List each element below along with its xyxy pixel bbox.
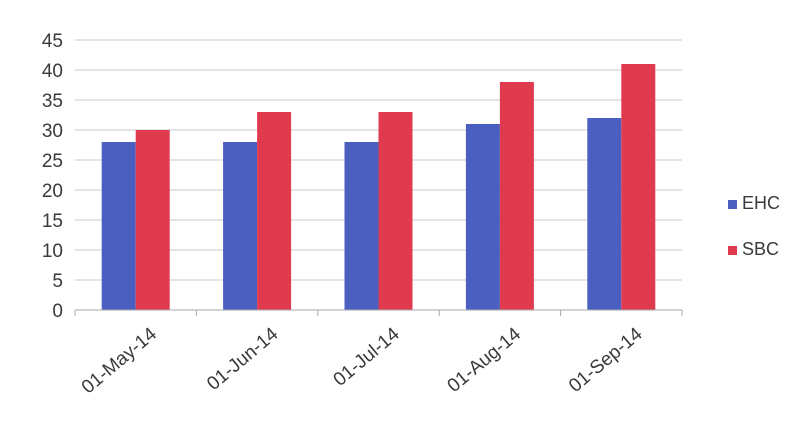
y-tick-label: 45 [42, 31, 63, 52]
y-axis-ticks: 0 5 10 15 20 25 30 35 40 45 [42, 31, 63, 322]
y-tick-label: 30 [42, 121, 63, 142]
bar-sbc-4 [621, 64, 656, 310]
bar-sbc-1 [257, 112, 292, 310]
legend-label-ehc: EHC [742, 193, 780, 213]
x-tick-label: 01-Sep-14 [565, 323, 647, 396]
bar-sbc-3 [499, 82, 534, 310]
y-tick-label: 35 [42, 91, 63, 112]
y-tick-label: 15 [42, 211, 63, 232]
bar-sbc-2 [378, 112, 413, 310]
x-tick-label: 01-Aug-14 [444, 323, 526, 396]
y-tick-label: 25 [42, 151, 63, 172]
legend-swatch-ehc [728, 200, 737, 209]
bars [101, 64, 656, 310]
y-tick-label: 20 [42, 181, 63, 202]
axes [74, 309, 683, 316]
bar-ehc-0 [101, 142, 136, 310]
bar-sbc-0 [135, 130, 170, 310]
bar-ehc-4 [587, 118, 622, 310]
legend: EHC SBC [728, 193, 780, 259]
y-tick-label: 40 [42, 61, 63, 82]
y-tick-label: 0 [52, 301, 63, 322]
y-tick-label: 5 [52, 271, 63, 292]
legend-label-sbc: SBC [742, 239, 779, 259]
y-tick-label: 10 [42, 241, 63, 262]
x-tick-label: 01-May-14 [78, 323, 161, 398]
bar-ehc-1 [223, 142, 258, 310]
legend-swatch-sbc [728, 246, 737, 255]
bar-ehc-3 [465, 124, 500, 310]
x-tick-label: 01-Jun-14 [203, 323, 282, 394]
x-tick-label: 01-Jul-14 [330, 323, 405, 390]
x-axis-ticks: 01-May-14 01-Jun-14 01-Jul-14 01-Aug-14 01-S… [78, 323, 647, 398]
bar-ehc-2 [344, 142, 379, 310]
